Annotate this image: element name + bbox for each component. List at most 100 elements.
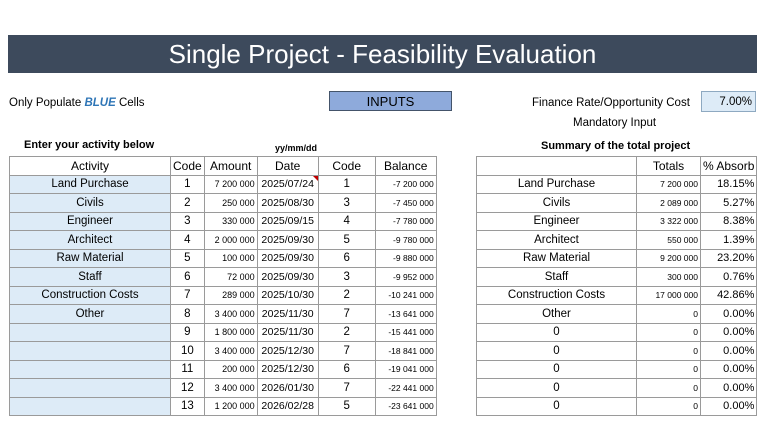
- header-date: Date: [256, 156, 319, 176]
- code-2-cell: 5: [317, 230, 376, 250]
- note-highlight: BLUE: [84, 97, 116, 109]
- date-cell[interactable]: 2026/01/30: [256, 378, 319, 398]
- summary-name-cell: 0: [476, 378, 637, 398]
- summary-total-cell: 0: [636, 304, 701, 324]
- date-cell[interactable]: 2025/09/30: [256, 230, 319, 250]
- summary-total-cell: 2 089 000: [636, 193, 701, 213]
- activity-cell-value: Architect: [67, 233, 113, 246]
- amount-cell-value: 100 000: [222, 253, 255, 264]
- date-cell-value: 2025/08/30: [261, 196, 314, 209]
- summary-row: Land Purchase 7 200 000 18.15%: [476, 174, 758, 194]
- date-cell[interactable]: 2025/11/30: [256, 322, 319, 342]
- date-cell[interactable]: 2025/11/30: [256, 304, 319, 324]
- amount-cell[interactable]: 3 400 000: [203, 341, 258, 361]
- summary-total-cell: 0: [636, 359, 701, 379]
- code-cell: 8: [170, 304, 205, 324]
- amount-cell[interactable]: 1 800 000: [203, 322, 258, 342]
- summary-name-cell: Land Purchase: [476, 174, 637, 194]
- activity-cell[interactable]: Engineer: [9, 211, 171, 231]
- code-2-cell: 7: [317, 341, 376, 361]
- amount-cell-value: 1 200 000: [214, 401, 255, 412]
- date-cell-value: 2025/11/30: [261, 326, 314, 339]
- activity-cell[interactable]: [9, 359, 171, 379]
- summary-header-row: Totals % Absorb: [476, 156, 758, 176]
- code-cell-value: 5: [184, 252, 191, 265]
- summary-total-cell: 300 000: [636, 267, 701, 287]
- amount-cell[interactable]: 289 000: [203, 285, 258, 305]
- date-cell-value: 2026/01/30: [261, 381, 314, 394]
- summary-header-name: [476, 156, 637, 176]
- amount-cell[interactable]: 7 200 000: [203, 174, 258, 194]
- summary-absorb-cell: 0.00%: [699, 304, 758, 324]
- activity-row: Architect 4 2 000 000 2025/09/30 5 -9 780 000: [9, 230, 437, 250]
- activity-cell[interactable]: Land Purchase: [9, 174, 171, 194]
- amount-cell[interactable]: 3 400 000: [203, 378, 258, 398]
- activity-cell[interactable]: [9, 322, 171, 342]
- activity-row: 12 3 400 000 2026/01/30 7 -22 441 000: [9, 378, 437, 398]
- activity-row: Construction Costs 7 289 000 2025/10/30 2 -10…: [9, 285, 437, 305]
- summary-row: Civils 2 089 000 5.27%: [476, 193, 758, 213]
- amount-cell-value: 1 800 000: [214, 327, 255, 338]
- activity-cell[interactable]: [9, 341, 171, 361]
- amount-cell[interactable]: 330 000: [203, 211, 258, 231]
- date-cell[interactable]: 2025/09/30: [256, 248, 319, 268]
- amount-cell[interactable]: 100 000: [203, 248, 258, 268]
- activity-cell[interactable]: Construction Costs: [9, 285, 171, 305]
- amount-cell[interactable]: 1 200 000: [203, 396, 258, 416]
- activity-cell[interactable]: [9, 378, 171, 398]
- inputs-button[interactable]: INPUTS: [329, 91, 452, 111]
- summary-absorb-cell: 0.00%: [699, 396, 758, 416]
- amount-cell-value: 3 400 000: [214, 382, 255, 393]
- amount-cell-value: 330 000: [222, 216, 255, 227]
- amount-cell[interactable]: 72 000: [203, 267, 258, 287]
- balance-cell: -7 780 000: [374, 211, 437, 231]
- code-cell: 12: [170, 378, 205, 398]
- balance-cell: -19 041 000: [374, 359, 437, 379]
- activity-cell[interactable]: Architect: [9, 230, 171, 250]
- activity-cell[interactable]: Civils: [9, 193, 171, 213]
- balance-cell-value: -22 441 000: [388, 382, 434, 393]
- summary-absorb-cell: 0.76%: [699, 267, 758, 287]
- date-cell[interactable]: 2025/12/30: [256, 341, 319, 361]
- code-cell: 4: [170, 230, 205, 250]
- comment-indicator-icon[interactable]: [312, 175, 318, 181]
- amount-cell[interactable]: 200 000: [203, 359, 258, 379]
- date-cell-value: 2025/09/30: [261, 270, 314, 283]
- summary-name-cell: 0: [476, 359, 637, 379]
- amount-cell-value: 7 200 000: [214, 179, 255, 190]
- balance-cell-value: -19 041 000: [388, 364, 434, 375]
- date-cell[interactable]: 2025/09/15: [256, 211, 319, 231]
- header-balance: Balance: [374, 156, 437, 176]
- balance-cell: -22 441 000: [374, 378, 437, 398]
- activity-cell[interactable]: Raw Material: [9, 248, 171, 268]
- date-cell[interactable]: 2025/08/30: [256, 193, 319, 213]
- code-2-cell: 2: [317, 322, 376, 342]
- date-cell[interactable]: 2025/07/24: [256, 174, 319, 194]
- amount-cell[interactable]: 2 000 000: [203, 230, 258, 250]
- amount-cell[interactable]: 3 400 000: [203, 304, 258, 324]
- summary-name-cell: Staff: [476, 267, 637, 287]
- date-cell[interactable]: 2025/12/30: [256, 359, 319, 379]
- code-cell-value: 4: [184, 233, 191, 246]
- activity-cell[interactable]: Staff: [9, 267, 171, 287]
- amount-cell-value: 72 000: [227, 271, 255, 282]
- code-2-cell-value: 6: [343, 363, 350, 376]
- balance-cell: -13 641 000: [374, 304, 437, 324]
- activity-cell[interactable]: Other: [9, 304, 171, 324]
- date-cell[interactable]: 2025/09/30: [256, 267, 319, 287]
- finance-rate-input[interactable]: [701, 91, 756, 112]
- amount-cell[interactable]: 250 000: [203, 193, 258, 213]
- code-2-cell-value: 3: [343, 270, 350, 283]
- note-suffix: Cells: [115, 97, 145, 109]
- code-2-cell-value: 3: [343, 196, 350, 209]
- balance-cell: -10 241 000: [374, 285, 437, 305]
- date-cell-value: 2025/12/30: [261, 344, 314, 357]
- balance-cell-value: -13 641 000: [388, 308, 434, 319]
- activity-cell[interactable]: [9, 396, 171, 416]
- code-cell-value: 3: [184, 215, 191, 228]
- code-2-cell-value: 2: [343, 326, 350, 339]
- date-cell[interactable]: 2025/10/30: [256, 285, 319, 305]
- activity-cell-value: Civils: [76, 196, 104, 209]
- date-cell[interactable]: 2026/02/28: [256, 396, 319, 416]
- code-cell: 1: [170, 174, 205, 194]
